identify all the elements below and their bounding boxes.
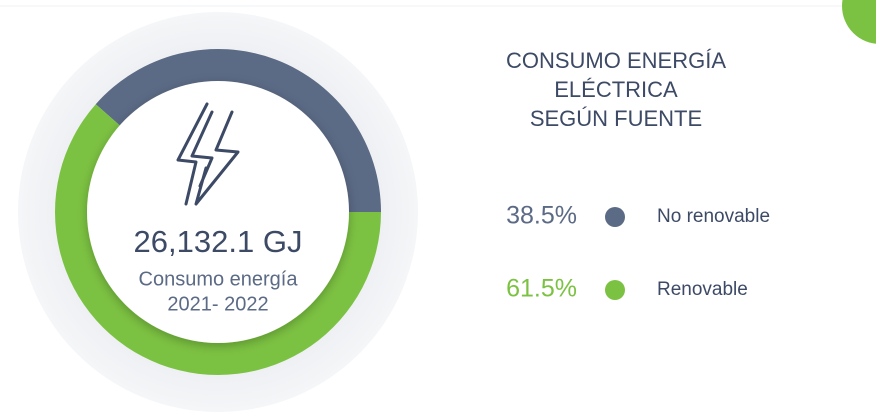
center-value: 26,132.1 GJ [134,224,303,259]
center-label: 2021- 2022 [167,293,268,315]
chart-title: CONSUMO ENERGÍA [506,48,726,73]
value-label: 38.5% [506,202,577,230]
donut [55,49,382,376]
legend: 38.5% No renovable 61.5% Renovable [506,202,770,303]
corner-decoration [842,0,876,44]
donut-segment [95,49,381,212]
center-label: Consumo energía [139,268,299,290]
chart-title: SEGÚN FUENTE [530,106,702,131]
chart-title: ELÉCTRICA [554,77,678,102]
legend-label: Renovable [657,279,748,300]
lightning-icon [176,102,240,206]
value-label: 61.5% [506,275,577,303]
donut-segment [55,104,382,376]
inner-circle [87,81,349,343]
legend-label: No renovable [657,206,770,227]
legend-swatch [605,280,625,300]
legend-swatch [605,207,625,227]
